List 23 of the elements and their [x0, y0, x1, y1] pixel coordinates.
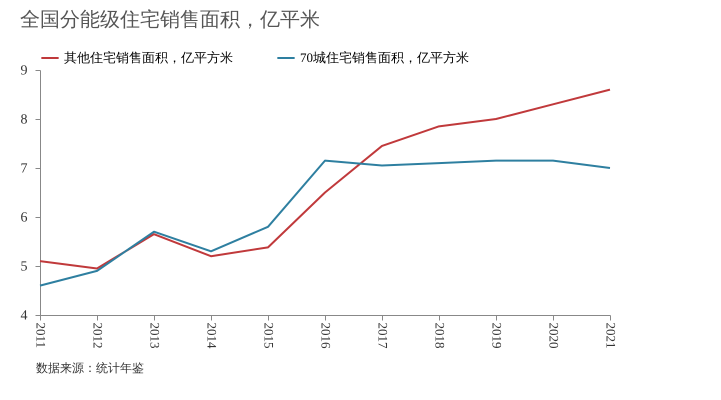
chart-title: 全国分能级住宅销售面积，亿平米	[20, 7, 320, 31]
y-tick-label: 5	[20, 260, 28, 274]
x-tick-label: 2012	[90, 322, 106, 348]
line-series	[39, 160, 611, 287]
y-tick-label: 7	[20, 162, 28, 176]
x-tick-label: 2011	[34, 322, 48, 348]
y-tick-label: 9	[20, 64, 28, 78]
x-tick-label: 2015	[262, 322, 276, 348]
x-tick-label: 2013	[148, 322, 162, 348]
x-tick-label: 2018	[432, 322, 448, 348]
x-tick-label: 2016	[318, 322, 334, 349]
x-tick-label: 2014	[204, 322, 220, 349]
x-tick-label: 2020	[546, 322, 562, 348]
source-note: 数据来源：统计年鉴	[36, 360, 145, 377]
y-tick-label: 6	[20, 210, 28, 226]
y-tick-label: 8	[20, 112, 28, 128]
legend-label: 70城住宅销售面积，亿平方米	[300, 50, 469, 65]
y-tick-label: 4	[20, 308, 28, 324]
x-tick-label: 2019	[490, 322, 504, 348]
legend-label: 其他住宅销售面积，亿平方米	[64, 50, 233, 65]
x-tick-label: 2017	[376, 322, 390, 349]
line-series	[39, 88, 611, 270]
x-tick-label: 2021	[604, 322, 618, 348]
